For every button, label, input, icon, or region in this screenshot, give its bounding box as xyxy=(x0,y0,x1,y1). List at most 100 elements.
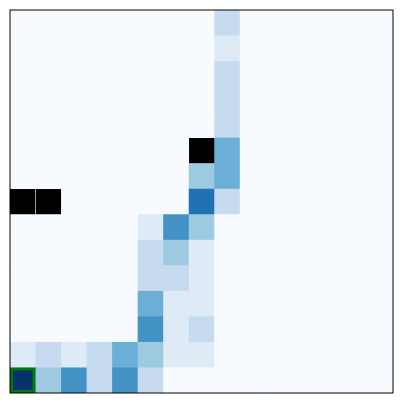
cell xyxy=(112,35,139,62)
cell xyxy=(35,10,62,37)
cell xyxy=(214,214,241,241)
cell xyxy=(367,86,394,113)
cell xyxy=(137,367,164,394)
cell xyxy=(239,137,266,164)
cell xyxy=(367,290,394,317)
cell xyxy=(239,367,266,394)
cell xyxy=(163,10,190,37)
cell xyxy=(341,367,368,394)
cell xyxy=(112,316,139,343)
cell xyxy=(214,10,241,37)
cell xyxy=(290,61,317,88)
cell xyxy=(112,112,139,139)
cell xyxy=(290,214,317,241)
cell xyxy=(341,214,368,241)
cell xyxy=(163,341,190,368)
cell xyxy=(316,137,343,164)
cell xyxy=(265,10,292,37)
cell xyxy=(188,188,215,215)
cell xyxy=(35,137,62,164)
cell xyxy=(10,35,37,62)
cell xyxy=(290,35,317,62)
cell xyxy=(10,10,37,37)
cell xyxy=(316,188,343,215)
cell xyxy=(214,112,241,139)
cell xyxy=(239,316,266,343)
cell xyxy=(188,112,215,139)
cell xyxy=(137,214,164,241)
cell xyxy=(35,86,62,113)
cell xyxy=(112,290,139,317)
cell xyxy=(137,86,164,113)
cell xyxy=(86,35,113,62)
wall xyxy=(35,188,62,216)
cell xyxy=(10,214,37,241)
cell xyxy=(367,341,394,368)
cell xyxy=(10,341,37,368)
cell xyxy=(265,214,292,241)
cell xyxy=(35,316,62,343)
cell xyxy=(214,35,241,62)
cell xyxy=(86,61,113,88)
cell xyxy=(163,316,190,343)
cell xyxy=(316,163,343,190)
cell xyxy=(61,367,88,394)
cell xyxy=(61,61,88,88)
cell xyxy=(137,61,164,88)
cell xyxy=(265,341,292,368)
cell xyxy=(10,239,37,266)
cell xyxy=(265,112,292,139)
cell xyxy=(188,290,215,317)
cell xyxy=(367,265,394,292)
cell xyxy=(188,341,215,368)
cell xyxy=(239,112,266,139)
cell xyxy=(112,239,139,266)
cell xyxy=(367,61,394,88)
cell xyxy=(163,214,190,241)
cell xyxy=(367,35,394,62)
cell xyxy=(265,163,292,190)
cell xyxy=(214,290,241,317)
cell xyxy=(367,188,394,215)
cell xyxy=(61,35,88,62)
cell xyxy=(86,10,113,37)
cell xyxy=(61,341,88,368)
cell xyxy=(367,137,394,164)
cell xyxy=(163,86,190,113)
cell xyxy=(265,316,292,343)
cell xyxy=(188,214,215,241)
cell xyxy=(10,61,37,88)
cell xyxy=(239,214,266,241)
cell xyxy=(239,163,266,190)
cell xyxy=(35,290,62,317)
cell xyxy=(214,137,241,164)
cell xyxy=(188,265,215,292)
cell xyxy=(163,137,190,164)
cell xyxy=(214,61,241,88)
cell xyxy=(290,290,317,317)
cell xyxy=(341,239,368,266)
cell xyxy=(137,112,164,139)
cell xyxy=(61,265,88,292)
cell xyxy=(239,35,266,62)
cell xyxy=(188,35,215,62)
cell xyxy=(265,265,292,292)
cell xyxy=(112,341,139,368)
cell xyxy=(239,265,266,292)
cell xyxy=(188,163,215,190)
cell xyxy=(61,137,88,164)
cell xyxy=(10,86,37,113)
cell xyxy=(214,367,241,394)
cell xyxy=(341,290,368,317)
cell xyxy=(35,35,62,62)
cell xyxy=(86,137,113,164)
cell xyxy=(61,290,88,317)
cell xyxy=(188,239,215,266)
cell xyxy=(163,188,190,215)
cell xyxy=(341,137,368,164)
cell xyxy=(316,316,343,343)
cell xyxy=(290,112,317,139)
cell xyxy=(265,35,292,62)
cell xyxy=(290,137,317,164)
cell xyxy=(86,367,113,394)
